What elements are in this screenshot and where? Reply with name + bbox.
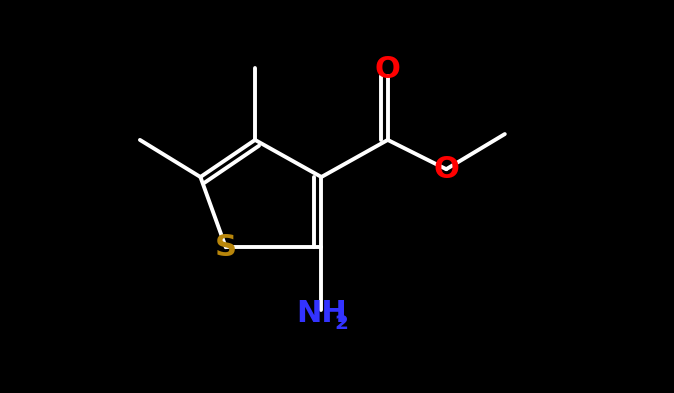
- Text: S: S: [215, 233, 237, 262]
- Text: O: O: [375, 55, 400, 84]
- Text: NH: NH: [296, 299, 346, 328]
- Text: O: O: [433, 155, 459, 184]
- Text: 2: 2: [334, 314, 348, 333]
